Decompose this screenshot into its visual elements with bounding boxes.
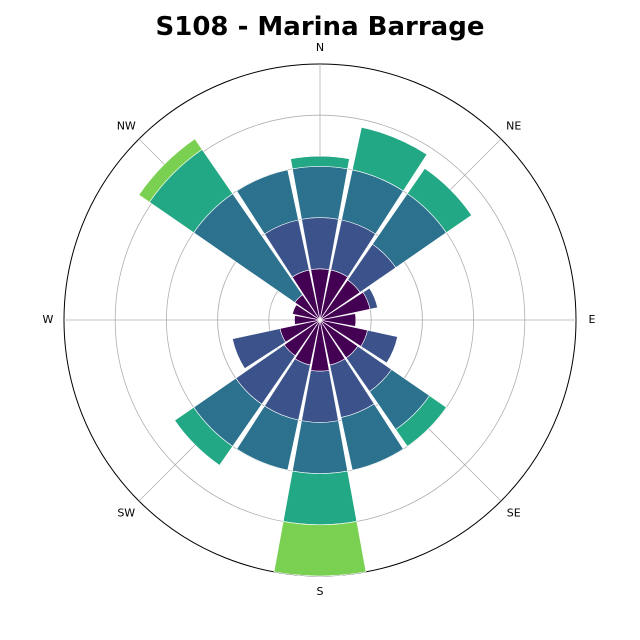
direction-label-E: E — [589, 313, 596, 326]
chart-title: S108 - Marina Barrage — [155, 12, 485, 42]
rose-bar-SE-bin-5 — [395, 395, 447, 447]
rose-bar-SW-bin-5 — [174, 406, 234, 466]
rose-bar-WNW-bin-1 — [292, 304, 321, 321]
rose-bar-S-bin-6 — [273, 521, 367, 577]
rose-bar-ENE-bin-2 — [362, 287, 378, 310]
direction-label-S: S — [317, 585, 324, 598]
rose-bar-NNE-bin-5 — [351, 126, 428, 192]
rose-bar-SSE-bin-3 — [340, 403, 404, 471]
rose-bar-S-bin-3 — [292, 420, 348, 474]
rose-bar-E-bin-1 — [319, 313, 357, 327]
direction-label-N: N — [316, 41, 324, 54]
rose-bar-N-bin-3 — [292, 166, 348, 220]
rose-bar-W-bin-1 — [294, 315, 321, 325]
rose-bar-N-bin-5 — [290, 155, 350, 170]
rose-bar-WSW-bin-2 — [232, 328, 287, 370]
rose-bar-S-bin-5 — [282, 470, 358, 526]
rose-bar-SSW-bin-3 — [236, 405, 299, 471]
rose-bar-NE-bin-5 — [406, 167, 473, 234]
rose-bar-ESE-bin-2 — [360, 329, 398, 364]
direction-label-W: W — [43, 313, 54, 326]
direction-label-NW: NW — [117, 119, 136, 132]
wind-rose-bars — [138, 126, 473, 577]
rose-bar-NNW-bin-3 — [236, 169, 299, 235]
direction-labels: N NE E SE S SW W NW — [43, 41, 596, 598]
direction-label-NE: NE — [506, 119, 521, 132]
direction-label-SE: SE — [507, 507, 521, 520]
direction-label-SW: SW — [117, 507, 135, 520]
rose-bar-NW-bin-6 — [138, 138, 203, 203]
